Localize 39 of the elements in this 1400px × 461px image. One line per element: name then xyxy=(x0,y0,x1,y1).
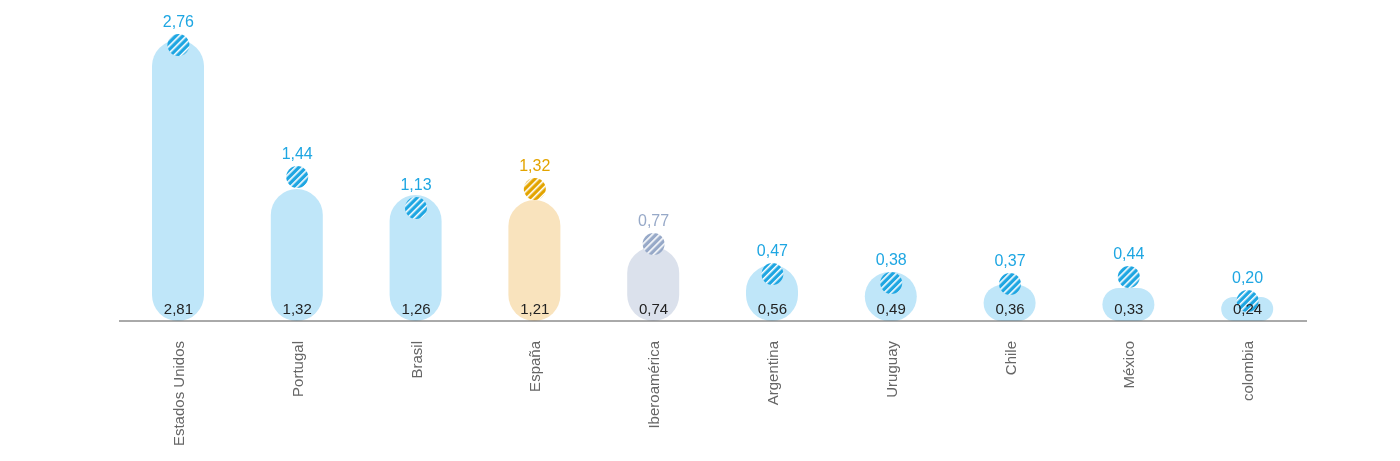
x-tick-label: España xyxy=(526,340,544,392)
point xyxy=(405,197,427,220)
data-label: 0,33 xyxy=(1114,300,1144,317)
data-label: 1,44 xyxy=(281,145,313,163)
x-tick-label: México xyxy=(1120,341,1138,389)
point xyxy=(761,263,784,286)
point xyxy=(167,34,190,57)
x-tick-label: Chile xyxy=(1001,341,1019,376)
data-label: 0,38 xyxy=(875,251,907,269)
data-label: 1,21 xyxy=(520,300,550,317)
x-tick-label: Iberoamérica xyxy=(645,340,663,429)
data-label: 0,74 xyxy=(639,300,669,317)
point xyxy=(286,166,309,189)
data-label: 0,47 xyxy=(756,242,789,260)
data-label: 0,77 xyxy=(638,212,670,230)
data-label: 2,76 xyxy=(162,13,195,31)
point xyxy=(880,272,903,295)
point xyxy=(999,273,1021,296)
data-label: 0,44 xyxy=(1113,245,1145,263)
data-label: 1,13 xyxy=(400,176,432,194)
x-tick-label: Argentina xyxy=(763,340,781,406)
x-tick-label: Portugal xyxy=(288,341,306,397)
point xyxy=(523,178,546,201)
data-label: 1,32 xyxy=(282,300,312,317)
x-tick-label: Brasil xyxy=(407,341,425,379)
data-label: 0,37 xyxy=(994,252,1026,270)
data-label: 0,56 xyxy=(757,300,787,317)
data-label: 1,32 xyxy=(519,157,551,175)
x-tick-label: Estados Unidos xyxy=(169,341,187,447)
data-label: 0,36 xyxy=(995,300,1025,317)
data-label: 2,81 xyxy=(163,300,193,317)
point xyxy=(1117,266,1140,289)
x-tick-label: colombia xyxy=(1239,340,1257,402)
data-label: 0,49 xyxy=(876,300,906,317)
point xyxy=(642,233,665,256)
bar xyxy=(152,40,204,321)
data-label: 1,26 xyxy=(401,300,431,317)
x-tick-label: Uruguay xyxy=(882,340,900,398)
data-label: 0,20 xyxy=(1232,269,1264,287)
